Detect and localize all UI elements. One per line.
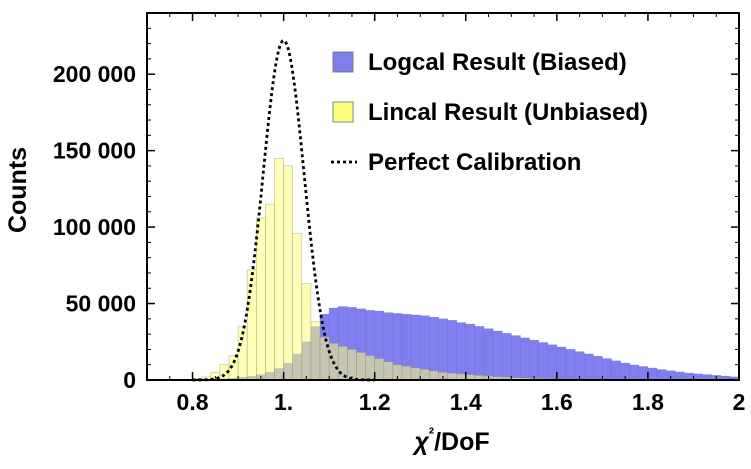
- x-tick-label: 1.8: [632, 389, 664, 415]
- logcal-bar: [675, 372, 684, 380]
- lincal-bar: [411, 368, 420, 380]
- lincal-bar: [347, 349, 356, 380]
- lincal-bar: [375, 359, 384, 380]
- lincal-bar: [448, 373, 457, 380]
- x-tick-label: 1.6: [541, 389, 573, 415]
- lincal-bar: [311, 322, 320, 380]
- x-tick-label: 2: [733, 389, 746, 415]
- legend-label-2: Lincal Result (Unbiased): [368, 99, 648, 126]
- legend-swatch-1: [333, 52, 353, 72]
- lincal-bar: [420, 369, 429, 380]
- histogram-bars: [193, 158, 739, 380]
- logcal-bar: [584, 354, 593, 380]
- y-tick-label: 100 000: [53, 214, 136, 240]
- lincal-bar: [302, 284, 311, 380]
- logcal-bar: [511, 336, 520, 380]
- logcal-bar: [548, 345, 557, 380]
- logcal-bar: [475, 326, 484, 380]
- lincal-bar: [320, 337, 329, 380]
- logcal-bar: [484, 329, 493, 380]
- x-tick-label: 1.: [274, 389, 293, 415]
- x-axis-title: χ²/DoF: [411, 426, 489, 456]
- lincal-bar: [293, 233, 302, 380]
- x-axis-title-part: χ: [411, 428, 430, 456]
- logcal-bar: [684, 373, 693, 380]
- legend-label-1: Logcal Result (Biased): [368, 49, 627, 76]
- y-tick-label: 150 000: [53, 138, 136, 164]
- logcal-bar: [630, 365, 639, 380]
- x-axis-title-part: /DoF: [434, 428, 490, 456]
- logcal-bar: [493, 331, 502, 380]
- logcal-bar: [657, 370, 666, 380]
- lincal-bar: [429, 371, 438, 380]
- logcal-bar: [502, 333, 511, 380]
- y-tick-label: 200 000: [53, 61, 136, 87]
- y-tick-label: 0: [123, 367, 136, 393]
- logcal-bar: [530, 340, 539, 380]
- lincal-bar: [356, 352, 365, 380]
- logcal-bar: [438, 319, 447, 380]
- logcal-bar: [575, 352, 584, 380]
- logcal-bar: [648, 368, 657, 380]
- logcal-bar: [457, 323, 466, 380]
- logcal-bar: [593, 356, 602, 380]
- lincal-bar: [284, 166, 293, 380]
- logcal-bar: [602, 359, 611, 380]
- logcal-bar: [611, 361, 620, 380]
- legend-label-3: Perfect Calibration: [368, 149, 581, 176]
- x-tick-label: 1.4: [450, 389, 482, 415]
- legend-swatch-2: [333, 102, 353, 122]
- lincal-bar: [402, 366, 411, 380]
- lincal-bar: [275, 158, 284, 380]
- lincal-bar: [256, 218, 265, 380]
- logcal-bar: [448, 320, 457, 380]
- y-tick-label: 50 000: [66, 291, 136, 317]
- logcal-bar: [466, 324, 475, 380]
- logcal-bar: [539, 343, 548, 380]
- logcal-bar: [520, 338, 529, 380]
- logcal-bar: [557, 347, 566, 380]
- lincal-bar: [338, 346, 347, 380]
- logcal-bar: [639, 367, 648, 380]
- y-axis-title: Counts: [4, 147, 32, 233]
- lincal-bar: [366, 356, 375, 380]
- logcal-bar: [566, 349, 575, 380]
- x-tick-label: 0.8: [177, 389, 209, 415]
- legend: Logcal Result (Biased) Lincal Result (Unb…: [331, 49, 648, 176]
- lincal-bar: [384, 362, 393, 380]
- lincal-bar: [238, 326, 247, 380]
- lincal-bar: [265, 204, 274, 380]
- x-tick-label: 1.2: [359, 389, 391, 415]
